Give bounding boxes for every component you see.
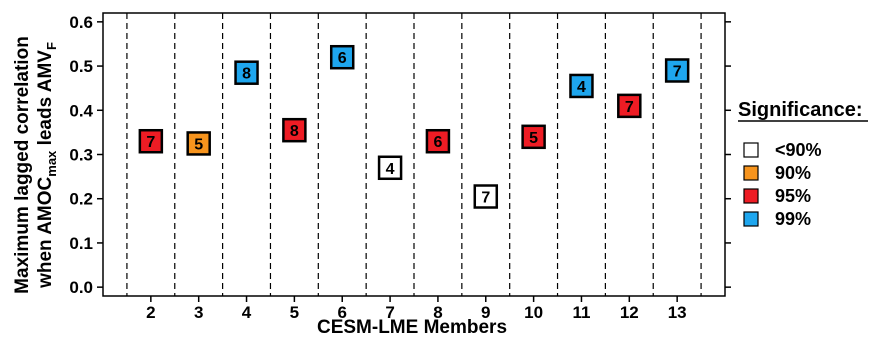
y-tick-label: 0.3 [69, 146, 93, 165]
legend-swatch [743, 211, 759, 227]
legend-label: 99% [775, 209, 811, 229]
data-marker-label: 5 [194, 136, 203, 153]
x-tick-label: 10 [524, 303, 543, 322]
y-axis-label-sub2: F [44, 42, 59, 50]
legend-label: 95% [775, 186, 811, 206]
data-marker [377, 155, 403, 181]
x-tick-label: 12 [620, 303, 639, 322]
y-axis-label-line2: when AMOCmax leads AMVF [35, 42, 59, 289]
data-marker [473, 184, 499, 209]
legend: Significance: <90% 90% 95% 99% [738, 99, 868, 229]
data-marker-label: 7 [625, 99, 634, 116]
data-marker-label: 7 [146, 134, 155, 151]
y-axis-label-part1: when AMOC [35, 176, 56, 288]
y-axis-label-sub1: max [44, 150, 59, 177]
x-tick-label: 6 [337, 303, 346, 322]
x-tick-label: 13 [668, 303, 687, 322]
data-marker [138, 128, 164, 154]
data-marker [664, 58, 690, 83]
data-marker-label: 4 [386, 161, 395, 178]
data-marker [521, 124, 546, 150]
x-tick-label: 11 [572, 303, 590, 322]
x-tick-label: 5 [290, 303, 299, 322]
x-axis-label: CESM-LME Members [317, 317, 507, 338]
data-marker [425, 128, 451, 154]
y-tick-label: 0.0 [69, 278, 93, 297]
data-marker-label: 6 [433, 134, 442, 151]
y-tick-label: 0.2 [69, 190, 93, 209]
data-marker-label: 4 [577, 79, 586, 96]
plot-area: 0.0 0.1 0.2 0.3 0.4 0.5 0.6 2 3 4 5 6 7 8 9 10 11 12 13 7 5 8… [69, 12, 731, 322]
x-tick-label: 7 [385, 303, 394, 322]
data-marker-label: 5 [529, 130, 538, 147]
data-marker [282, 117, 307, 143]
y-tick-label: 0.6 [69, 13, 93, 32]
data-marker [234, 60, 259, 85]
x-tick-label: 8 [433, 303, 442, 322]
data-marker-label: 7 [673, 63, 682, 80]
y-axis-label-line1: Maximum lagged correlation [12, 36, 33, 294]
y-tick-label: 0.4 [69, 101, 93, 120]
data-marker [617, 93, 642, 119]
legend-label: 90% [775, 163, 811, 183]
data-marker-label: 7 [481, 190, 490, 207]
data-marker-label: 8 [290, 123, 299, 140]
data-marker-label: 8 [242, 66, 251, 83]
y-tick-label: 0.1 [69, 234, 93, 253]
legend-swatch [743, 188, 759, 204]
legend-title: Significance: [738, 99, 862, 121]
data-marker [186, 131, 211, 156]
data-marker-label: 6 [338, 50, 347, 67]
x-tick-label: 3 [194, 303, 203, 322]
y-tick-label: 0.5 [69, 57, 93, 76]
data-marker [329, 44, 355, 70]
x-tick-label: 4 [242, 303, 252, 322]
x-tick-label: 2 [146, 303, 155, 322]
legend-label: <90% [775, 140, 822, 160]
legend-swatch [743, 142, 759, 158]
legend-swatch [743, 165, 759, 181]
x-tick-label: 9 [481, 303, 490, 322]
y-axis-label-part2: leads AMV [35, 50, 56, 151]
data-marker [569, 73, 594, 99]
